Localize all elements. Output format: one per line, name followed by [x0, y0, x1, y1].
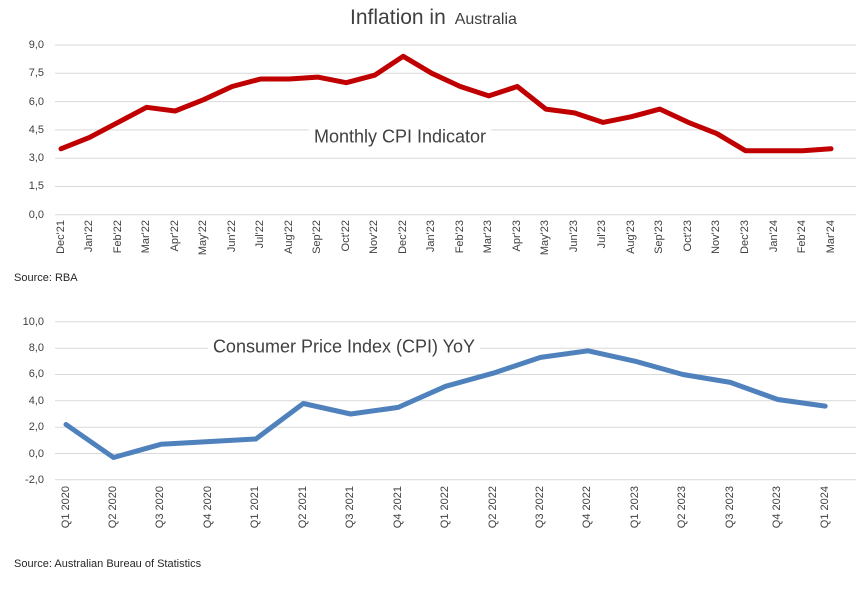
bottom-chart-source: Source: Australian Bureau of Statistics [14, 558, 202, 570]
top-chart-series-label: Monthly CPI Indicator [308, 125, 492, 149]
x-axis-tick-label: Aug'23 [624, 220, 637, 254]
y-axis-tick-label: 9,0 [28, 38, 44, 51]
x-axis-tick-label: Q2 2021 [296, 486, 309, 529]
x-axis-tick-label: Mar'23 [482, 220, 495, 254]
y-axis-tick-label: 1,5 [28, 180, 44, 193]
x-axis-tick-label: May'23 [539, 220, 552, 256]
monthly-cpi-line [58, 53, 834, 154]
x-axis-tick-label: May'22 [197, 220, 210, 256]
y-axis-tick-label: 8,0 [28, 342, 44, 355]
x-axis-tick-label: Apr'23 [510, 220, 523, 252]
x-axis-tick-label: Q3 2022 [534, 486, 546, 529]
x-axis-tick-label: Jun'23 [567, 220, 580, 253]
x-axis-tick-label: Q4 2021 [391, 486, 404, 529]
y-axis-tick-label: 10,0 [22, 315, 44, 328]
x-axis-tick-label: Q1 2024 [818, 486, 831, 529]
x-axis-tick-label: Dec'21 [54, 220, 67, 254]
x-axis-tick-label: Q4 2023 [771, 486, 784, 529]
x-axis-tick-label: Aug'22 [282, 220, 295, 254]
x-axis-tick-label: Jul'22 [254, 220, 267, 249]
y-axis-tick-label: 0,0 [28, 447, 44, 460]
x-axis-tick-label: Oct'22 [339, 220, 352, 252]
x-axis-tick-label: Q3 2020 [154, 486, 167, 529]
x-axis-tick-label: Apr'22 [168, 220, 181, 252]
y-axis-tick-label: 4,0 [28, 394, 44, 407]
title-main: Inflation in [350, 6, 446, 29]
x-axis-tick-label: Feb'24 [796, 220, 809, 254]
x-axis-tick-label: Q3 2023 [723, 486, 736, 529]
x-axis-tick-label: Dec'23 [738, 220, 751, 254]
top-chart-source: Source: RBA [14, 272, 78, 284]
x-axis-tick-label: Feb'22 [111, 220, 124, 254]
y-axis-tick-label: 4,5 [28, 123, 44, 136]
y-axis-tick-label: 3,0 [28, 152, 44, 165]
x-axis-tick-label: Jan'23 [425, 220, 438, 253]
x-axis-tick-label: Jan'22 [83, 220, 96, 253]
x-axis-tick-label: Mar'22 [140, 220, 153, 254]
y-axis-tick-label: 7,5 [28, 67, 44, 80]
x-axis-tick-label: Q1 2022 [439, 486, 452, 529]
cpi-yoy-line [63, 348, 828, 460]
x-axis-tick-label: Q1 2020 [59, 486, 72, 529]
x-axis-tick-label: Q1 2023 [628, 486, 641, 529]
title-suffix: Australia [454, 11, 517, 28]
x-axis-tick-label: Jul'23 [596, 220, 609, 249]
x-axis-tick-label: Q4 2020 [201, 486, 214, 529]
y-axis-tick-label: -2,0 [25, 473, 44, 486]
x-axis-tick-label: Q3 2021 [344, 486, 357, 529]
x-axis-tick-label: Mar'24 [824, 220, 837, 254]
x-axis-tick-label: Q2 2022 [486, 486, 499, 529]
page-title: Inflation in Australia [0, 6, 867, 30]
x-axis-tick-label: Sep'22 [311, 220, 324, 254]
x-axis-tick-label: Dec'22 [396, 220, 409, 254]
x-axis-tick-label: Q2 2023 [676, 486, 689, 529]
y-axis-tick-label: 6,0 [28, 95, 44, 108]
y-axis-tick-label: 6,0 [28, 368, 44, 381]
x-axis-tick-label: Jun'22 [225, 220, 238, 253]
x-axis-tick-label: Q4 2022 [581, 486, 594, 529]
x-axis-tick-label: Q1 2021 [249, 486, 262, 529]
bottom-chart-series-label: Consumer Price Index (CPI) YoY [207, 335, 481, 359]
x-axis-tick-label: Sep'23 [653, 220, 666, 254]
x-axis-tick-label: Feb'23 [453, 220, 466, 254]
x-axis-tick-label: Jan'24 [767, 220, 780, 253]
x-axis-tick-label: Nov'23 [710, 220, 723, 254]
x-axis-tick-label: Oct'23 [681, 220, 694, 252]
y-axis-tick-label: 2,0 [28, 421, 44, 434]
x-axis-tick-label: Q2 2020 [106, 486, 119, 529]
y-axis-tick-label: 0,0 [28, 208, 44, 221]
x-axis-tick-label: Nov'22 [368, 220, 381, 254]
